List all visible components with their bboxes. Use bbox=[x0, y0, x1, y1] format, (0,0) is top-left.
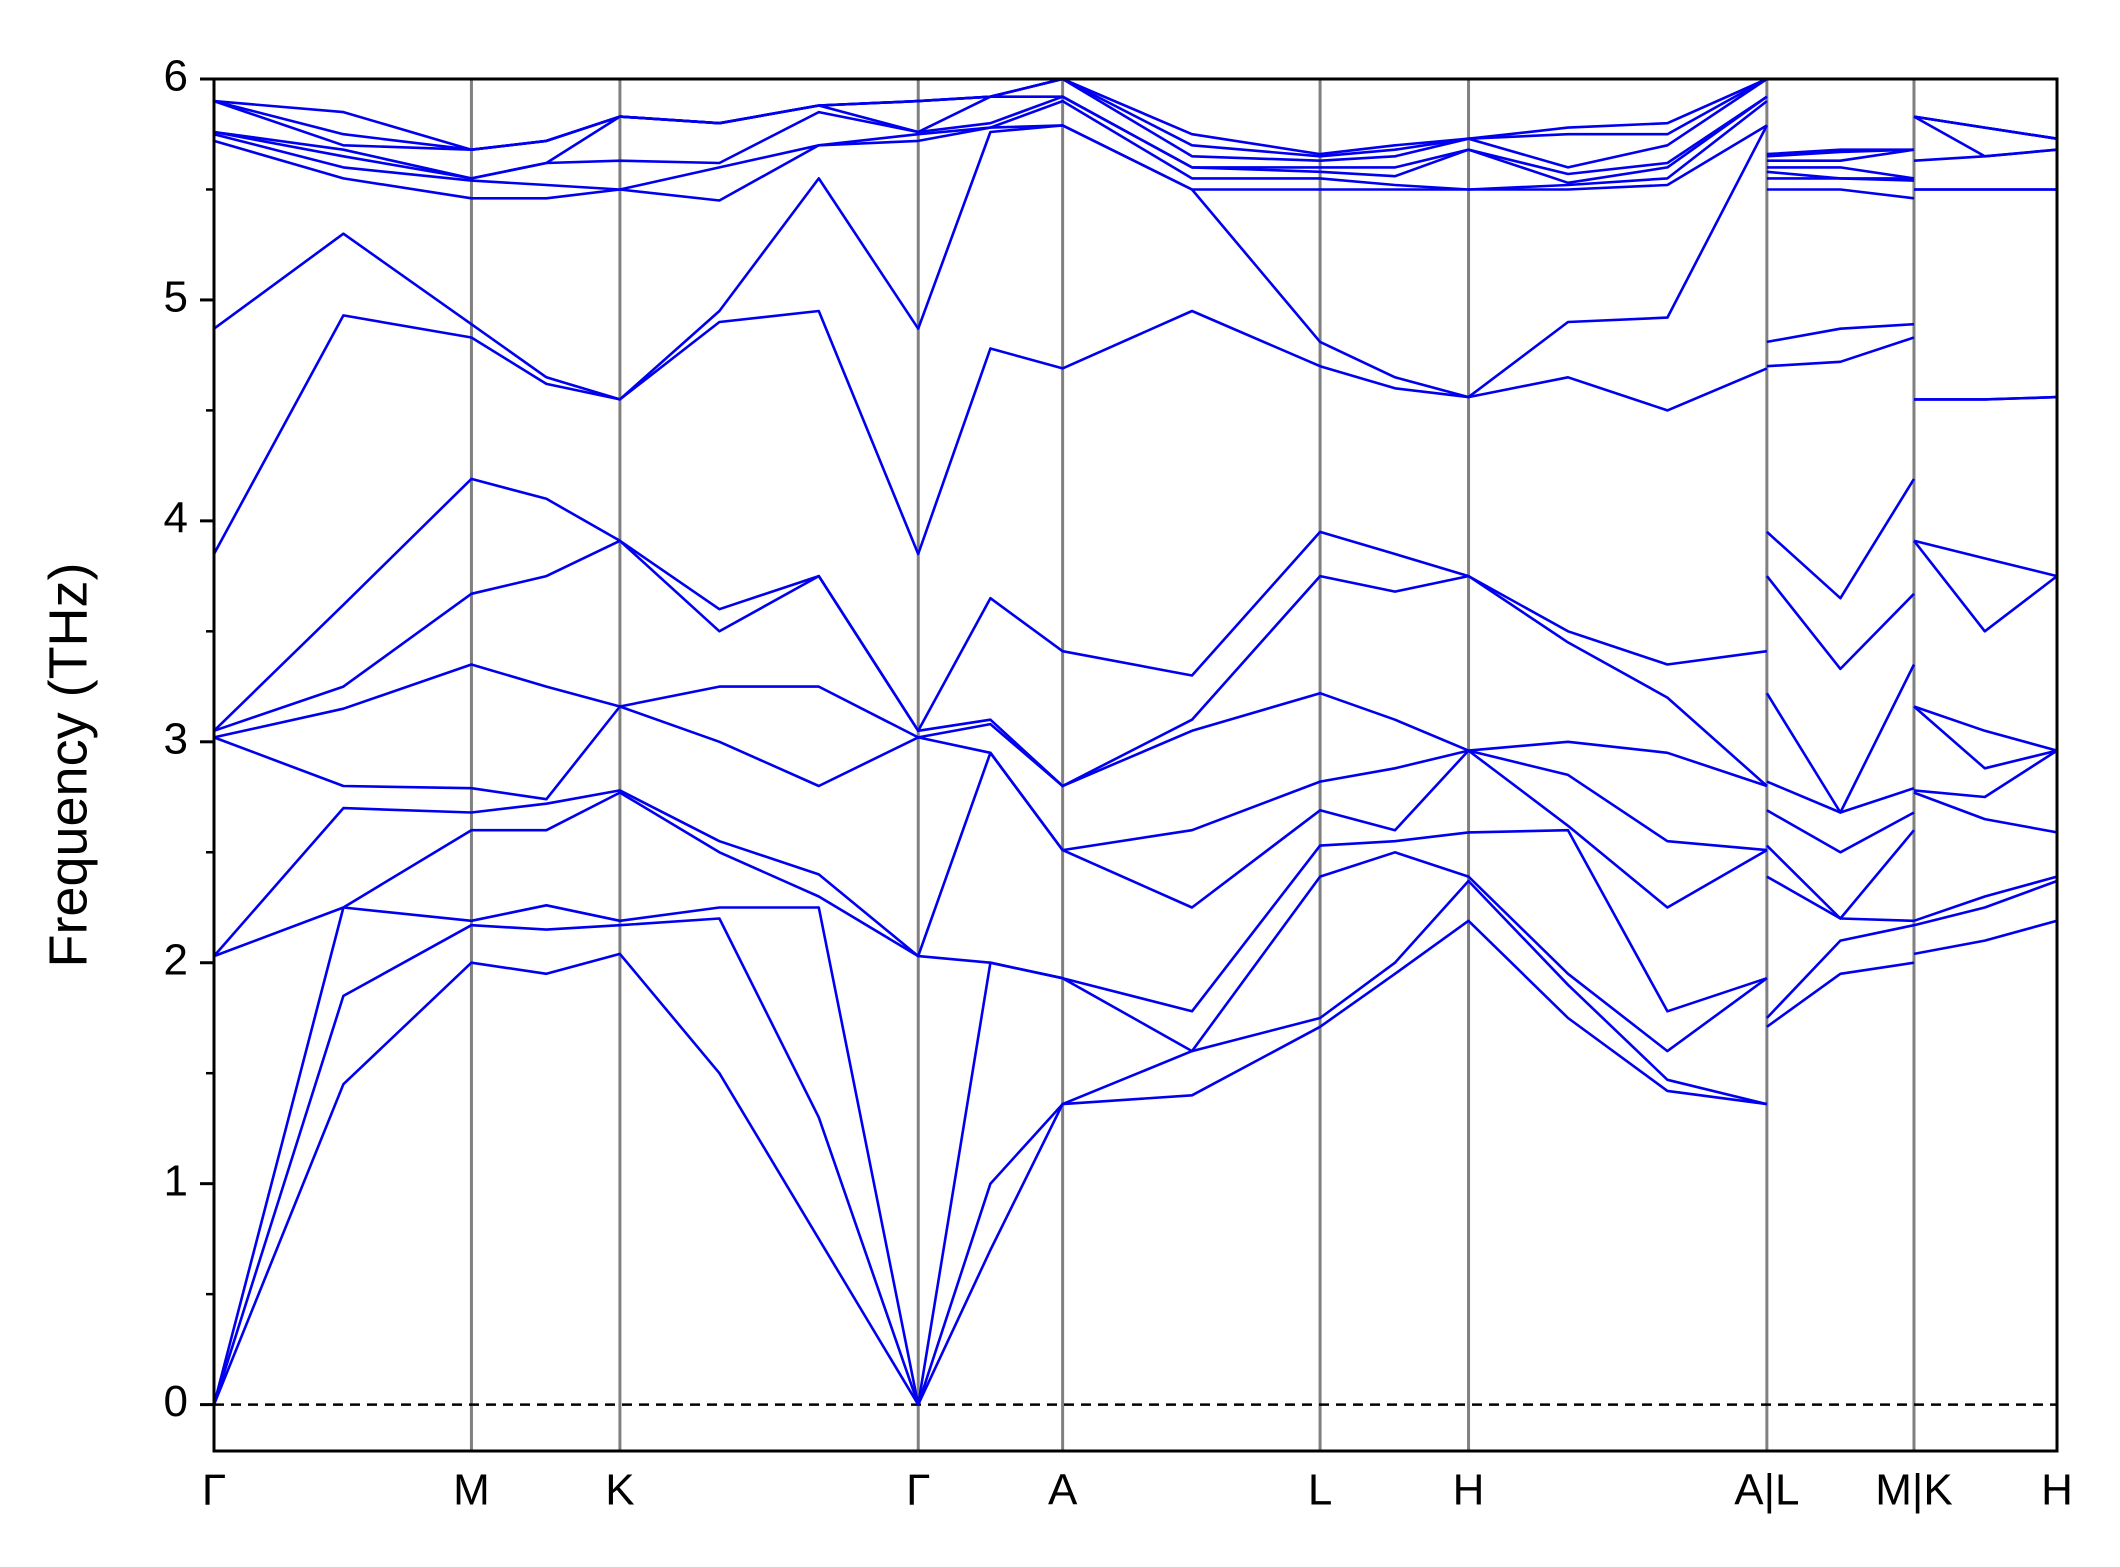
band-line bbox=[213, 663, 2058, 814]
x-tick-label: L bbox=[1308, 1466, 1332, 1515]
x-tick-label: H bbox=[2041, 1466, 2073, 1515]
band-line bbox=[213, 99, 2057, 191]
band-line bbox=[212, 879, 2058, 1406]
band-line bbox=[212, 309, 2058, 556]
x-tick-label: H bbox=[1453, 1466, 1485, 1515]
band-line bbox=[212, 919, 2058, 1406]
x-tick-label: K bbox=[605, 1466, 634, 1515]
x-tick-label: M|K bbox=[1875, 1466, 1952, 1515]
band-line bbox=[213, 791, 2058, 1013]
x-tick-label: Γ bbox=[906, 1466, 930, 1515]
y-tick-label: 1 bbox=[164, 1156, 188, 1205]
y-axis-label: Frequency (THz) bbox=[38, 562, 98, 967]
band-line bbox=[213, 477, 2058, 733]
band-line bbox=[213, 539, 2058, 788]
band-line bbox=[213, 77, 2058, 156]
y-tick-label: 2 bbox=[164, 935, 188, 984]
plot-frame bbox=[212, 77, 2059, 1453]
x-tick-label: Γ bbox=[202, 1466, 226, 1515]
band-line bbox=[213, 124, 2058, 401]
band-line bbox=[213, 705, 2058, 852]
y-tick-label: 3 bbox=[164, 714, 188, 763]
x-tick-label: M bbox=[453, 1466, 490, 1515]
y-tick-label: 4 bbox=[164, 493, 188, 542]
band-line bbox=[212, 851, 2058, 1406]
y-tick-label: 0 bbox=[164, 1377, 188, 1426]
x-tick-label: A bbox=[1048, 1466, 1078, 1515]
y-tick-label: 6 bbox=[164, 52, 188, 101]
y-tick-label: 5 bbox=[164, 273, 188, 322]
x-tick-label: A|L bbox=[1734, 1466, 1799, 1515]
